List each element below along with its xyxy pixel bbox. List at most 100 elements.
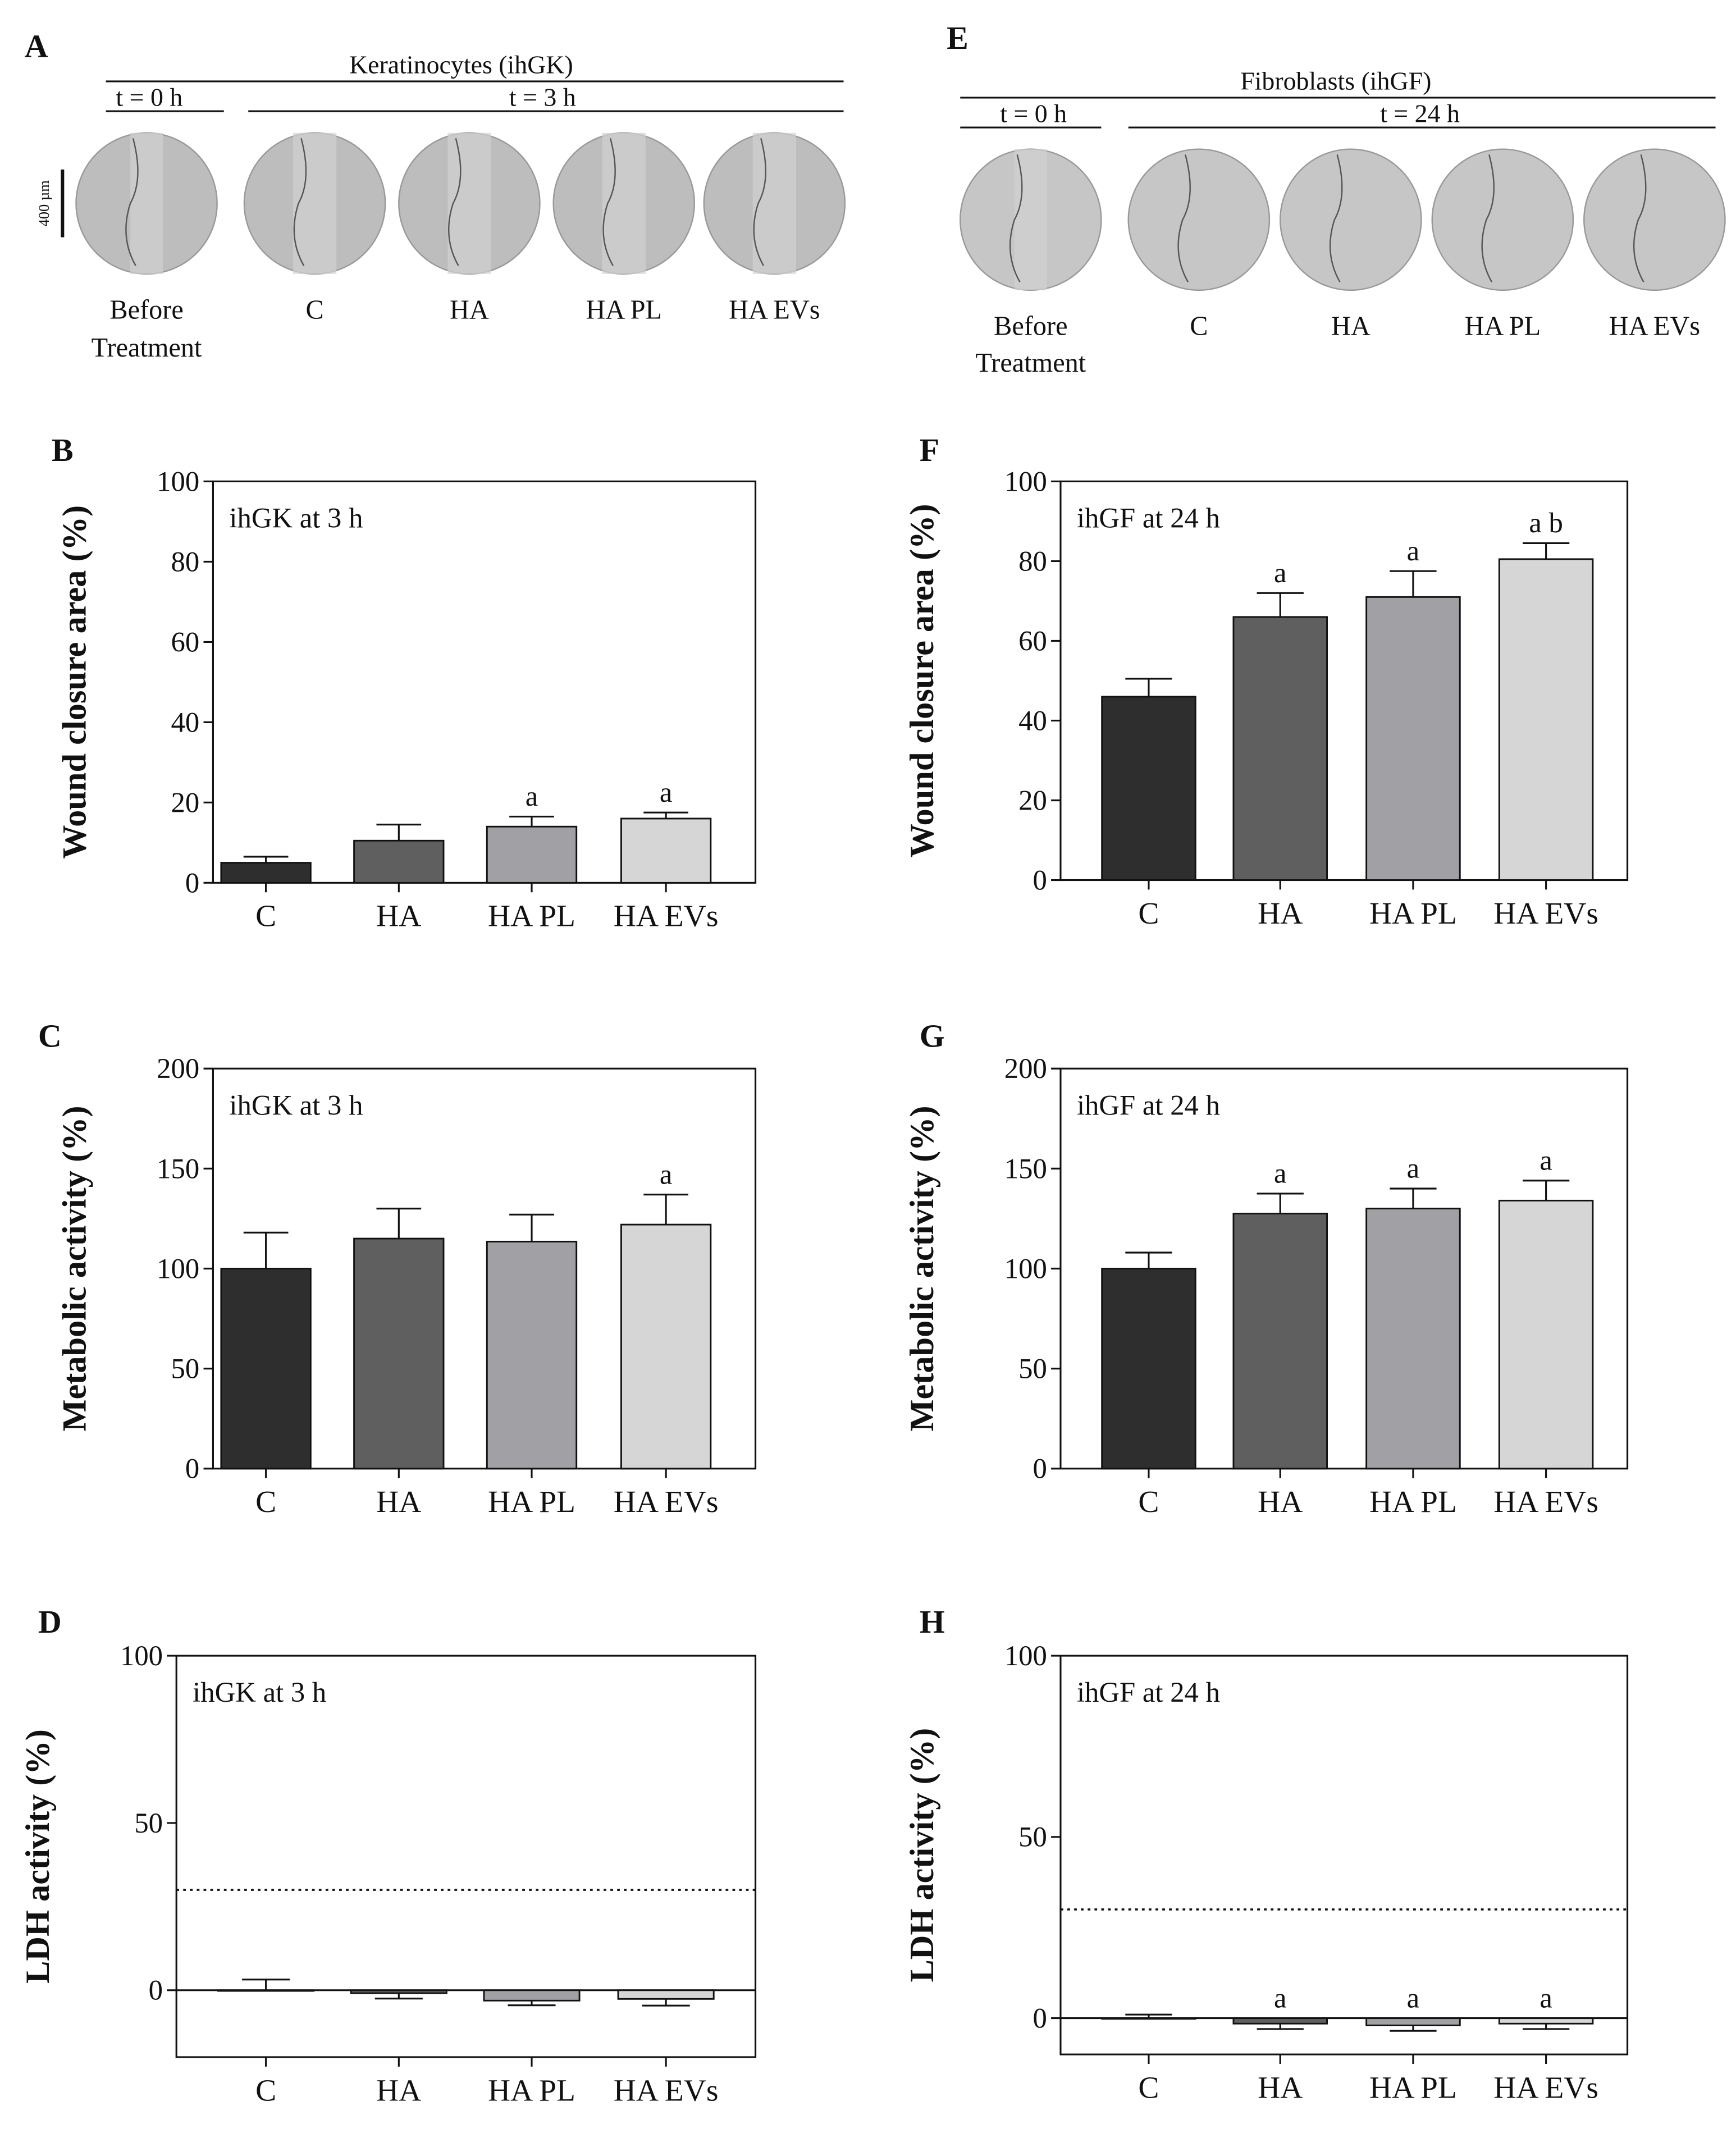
bar	[1498, 1199, 1594, 1470]
bar	[1365, 596, 1461, 881]
micrograph-image	[1583, 148, 1726, 291]
x-tick-label: HA	[1258, 1484, 1303, 1519]
y-tick-label: 100	[1004, 1253, 1047, 1284]
x-tick-label: HA PL	[1369, 1484, 1457, 1519]
y-tick-label: 100	[157, 465, 199, 497]
y-tick-label: 60	[171, 626, 200, 657]
panel-letter: A	[25, 28, 48, 64]
wound-edge	[1481, 154, 1495, 282]
plot-frame	[1059, 480, 1629, 881]
y-axis-label: Metabolic activity (%)	[903, 1105, 941, 1431]
wound-edge	[125, 138, 139, 266]
x-tick-label: HA PL	[488, 1484, 575, 1519]
significance-label: a	[1407, 1153, 1420, 1184]
panel-letter: F	[920, 432, 939, 468]
x-tick-label: HA EVs	[614, 899, 719, 934]
condition-label: C	[1190, 312, 1208, 341]
x-tick-label: HA PL	[1369, 896, 1457, 931]
x-tick-label: HA EVs	[614, 2073, 719, 2108]
y-tick-label: 100	[120, 1640, 163, 1671]
chart-annotation: ihGK at 3 h	[229, 502, 363, 534]
condition-label: C	[305, 295, 323, 325]
significance-label: a	[1407, 535, 1420, 566]
condition-label: HA EVs	[729, 295, 820, 325]
plot-frame	[1059, 1655, 1629, 2055]
bar	[483, 1989, 581, 2002]
panel-title: Fibroblasts (ihGF)	[1240, 66, 1431, 95]
x-tick-label: HA EVs	[1493, 896, 1598, 931]
bar	[1232, 616, 1328, 881]
bar	[220, 1268, 312, 1470]
chart-H: H LDH activity (%) ihGF at 24 h 0 50 100 Ca HA a…	[903, 1603, 1629, 2105]
wound-gap	[752, 133, 796, 274]
bar	[1365, 1208, 1461, 1470]
bar	[486, 825, 578, 884]
bar	[1232, 1213, 1328, 1470]
bar	[1101, 1268, 1196, 1470]
scale-bar-label: 400 µm	[35, 180, 52, 227]
y-tick-label: 50	[171, 1353, 200, 1385]
micrograph-panel-E: E Fibroblasts (ihGF) t = 0 h t = 24 h Before…	[947, 20, 1726, 378]
y-tick-label: 100	[1004, 465, 1047, 497]
time-label-t1: t = 3 h	[509, 83, 576, 111]
y-tick-label: 100	[157, 1253, 199, 1284]
bar	[1101, 696, 1196, 881]
panel-letter: H	[920, 1603, 945, 1640]
chart-annotation: ihGF at 24 h	[1077, 1089, 1220, 1121]
bar	[620, 1223, 712, 1470]
bar	[1101, 2017, 1196, 2020]
panel-letter: B	[52, 432, 74, 468]
chart-B: B Wound closure area (%) ihGK at 3 h 0 20 40 6…	[52, 432, 757, 934]
bar	[620, 817, 712, 884]
wound-edge	[602, 138, 616, 266]
chart-annotation: ihGK at 3 h	[229, 1089, 363, 1121]
significance-label: a	[1539, 1982, 1552, 2013]
y-tick-label: 200	[1004, 1053, 1047, 1084]
significance-label: a	[660, 1158, 673, 1190]
x-tick-label: C	[255, 899, 276, 934]
x-tick-label: C	[255, 2073, 276, 2108]
y-tick-label: 0	[1033, 1453, 1047, 1484]
x-tick-label: C	[1138, 896, 1159, 931]
bar	[1498, 2017, 1594, 2025]
y-axis-label: Metabolic activity (%)	[56, 1105, 93, 1431]
bar	[353, 839, 445, 884]
panel-letter: D	[38, 1603, 62, 1640]
y-tick-label: 0	[185, 867, 199, 898]
y-tick-label: 60	[1018, 625, 1047, 656]
condition-label: HA PL	[586, 295, 662, 325]
wound-edge	[1177, 154, 1191, 282]
condition-label-line2: Treatment	[975, 348, 1086, 378]
condition-label-line2: Treatment	[92, 333, 202, 363]
bar	[220, 862, 312, 884]
x-tick-label: HA	[1258, 2070, 1303, 2105]
chart-annotation: ihGK at 3 h	[193, 1676, 326, 1708]
x-tick-label: HA EVs	[1493, 2070, 1598, 2105]
y-tick-label: 0	[1033, 864, 1047, 896]
y-tick-label: 80	[171, 546, 200, 577]
x-tick-label: HA PL	[488, 2073, 575, 2108]
y-tick-label: 0	[185, 1453, 199, 1484]
plot-frame	[212, 480, 757, 884]
time-label-t0: t = 0 h	[116, 83, 182, 111]
wound-edge	[293, 138, 307, 266]
condition-label: Before	[109, 295, 183, 325]
significance-label: a	[1274, 557, 1287, 588]
y-tick-label: 150	[157, 1153, 199, 1184]
plot-frame	[175, 1655, 757, 2058]
wound-gap	[447, 133, 491, 274]
bar	[217, 1989, 315, 1992]
x-tick-label: HA EVs	[1493, 1484, 1598, 1519]
wound-gap	[1014, 149, 1047, 290]
chart-D: D LDH activity (%) ihGK at 3 h 0 50 100 C HA HA …	[19, 1603, 757, 2108]
y-axis-label: Wound closure area (%)	[903, 504, 941, 857]
bar	[486, 1240, 578, 1470]
significance-label: a	[1274, 1158, 1287, 1189]
chart-annotation: ihGF at 24 h	[1077, 1676, 1220, 1708]
micrograph-image	[1280, 148, 1422, 291]
x-tick-label: HA PL	[488, 899, 575, 934]
bar	[353, 1237, 445, 1470]
condition-label: HA	[1331, 312, 1370, 341]
condition-label: HA	[450, 295, 489, 325]
panel-letter: C	[38, 1018, 62, 1054]
